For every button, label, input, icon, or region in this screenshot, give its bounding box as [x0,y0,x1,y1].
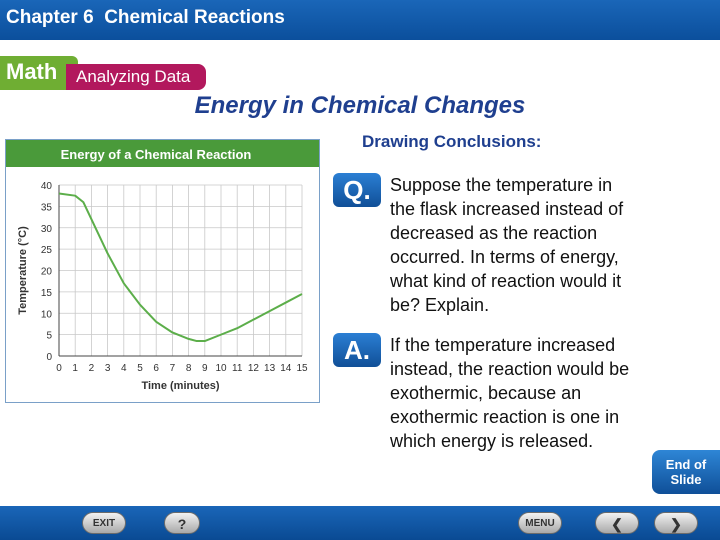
x-tick-label: 0 [56,363,62,374]
x-tick-label: 14 [280,363,292,374]
question-text: Suppose the temperature in the flask incr… [390,173,690,317]
x-tick-label: 15 [296,363,308,374]
analyzing-data-badge: Analyzing Data [66,64,206,90]
analyzing-data-label: Analyzing Data [76,67,191,86]
question-line: what kind of reaction would it [390,271,622,291]
x-axis-label: Time (minutes) [141,380,219,392]
x-tick-label: 10 [215,363,227,374]
next-slide-button[interactable]: ❯ [654,512,698,534]
y-tick-label: 40 [41,181,53,192]
question-line: occurred. In terms of energy, [390,247,619,267]
end-of-slide-button[interactable]: End of Slide [652,450,720,494]
chart-panel: Energy of a Chemical Reaction 0 5 10 15 20 25 3… [5,139,320,403]
x-tick-label: 9 [202,363,208,374]
chart-title-band [6,140,319,167]
y-tick-label: 35 [41,202,53,213]
x-tick-label: 5 [137,363,143,374]
question-line: be? Explain. [390,295,490,315]
slide-subtitle: Drawing Conclusions: [362,132,542,151]
end-of-slide-line1: End of [665,457,707,472]
answer-line: exothermic, because an [390,383,582,403]
answer-badge: A. [333,333,381,367]
chapter-name: Chemical Reactions [104,7,285,28]
temperature-series-line [58,192,303,343]
help-button[interactable]: ? [164,512,200,534]
x-tick-label: 3 [105,363,111,374]
x-tick-label: 12 [248,363,260,374]
x-tick-label: 11 [232,363,243,374]
y-tick-label: 0 [46,352,52,363]
y-tick-label: 5 [46,331,52,342]
question-line: decreased as the reaction [390,223,598,243]
x-tick-label: 4 [121,363,127,374]
previous-slide-button[interactable]: ❮ [595,512,639,534]
x-tick-label: 6 [153,363,159,374]
arrow-right-icon: ❯ [670,516,682,532]
x-tick-label: 2 [89,363,95,374]
chart-title: Energy of a Chemical Reaction [61,147,252,162]
y-tick-label: 30 [41,224,53,235]
end-of-slide-line2: Slide [670,472,702,487]
chapter-header-bar: Chapter 6 Chemical Reactions [0,0,720,40]
answer-line: which energy is released. [390,431,594,451]
y-tick-label: 25 [41,245,53,256]
energy-chart: Energy of a Chemical Reaction05101520253… [6,140,319,392]
math-label: Math [6,59,58,84]
answer-line: If the temperature increased [390,335,616,355]
x-tick-label: 7 [170,363,176,374]
question-badge: Q. [333,173,381,207]
y-tick-label: 10 [41,309,53,320]
answer-line: instead, the reaction would be [390,359,630,379]
chapter-number: Chapter 6 [6,7,94,28]
y-tick-label: 15 [41,288,53,299]
question-line: Suppose the temperature in [390,175,613,195]
slide-title: Energy in Chemical Changes [194,92,526,119]
x-tick-label: 8 [186,363,192,374]
math-badge: Math [0,56,78,90]
y-axis-label: Temperature (°C) [17,226,29,315]
y-tick-label: 20 [41,267,53,278]
menu-button[interactable]: MENU [518,512,562,534]
exit-button[interactable]: EXIT [82,512,126,534]
chapter-title: Chapter 6 Chemical Reactions [6,7,285,29]
x-tick-label: 13 [264,363,276,374]
arrow-left-icon: ❮ [611,516,623,532]
x-tick-label: 1 [72,363,78,374]
question-line: the flask increased instead of [390,199,624,219]
answer-text: If the temperature increased instead, the… [390,333,690,453]
answer-line: exothermic reaction is one in [390,407,620,427]
